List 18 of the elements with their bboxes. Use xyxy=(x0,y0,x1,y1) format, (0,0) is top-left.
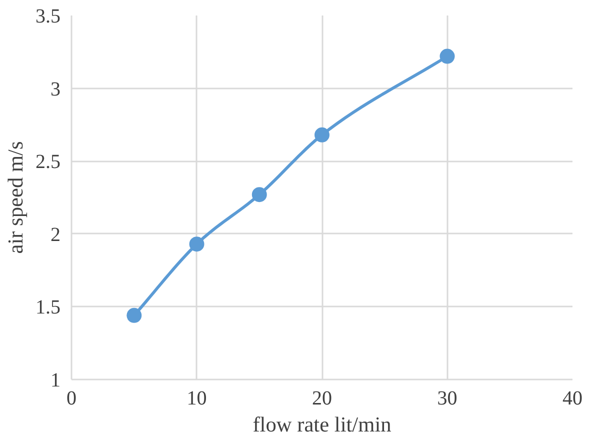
x-tick-label: 10 xyxy=(186,388,207,410)
x-tick-label: 30 xyxy=(437,388,458,410)
y-tick-label: 2 xyxy=(50,224,60,246)
y-axis-title: air speed m/s xyxy=(4,141,28,254)
point xyxy=(314,127,330,142)
y-tick-label: 1.5 xyxy=(36,296,60,319)
x-tick-label: 40 xyxy=(562,388,582,410)
x-tick-label: 0 xyxy=(66,388,76,410)
point xyxy=(252,187,267,202)
y-tick-label: 3 xyxy=(50,78,60,100)
x-axis-title: flow rate lit/min xyxy=(252,412,392,436)
y-tick-label: 3.5 xyxy=(36,6,60,28)
point xyxy=(440,48,455,64)
point xyxy=(126,308,142,323)
y-tick-label: 2.5 xyxy=(36,151,60,174)
x-tick-label: 20 xyxy=(312,388,332,410)
y-tick-label: 1 xyxy=(50,370,60,392)
point xyxy=(189,236,204,252)
